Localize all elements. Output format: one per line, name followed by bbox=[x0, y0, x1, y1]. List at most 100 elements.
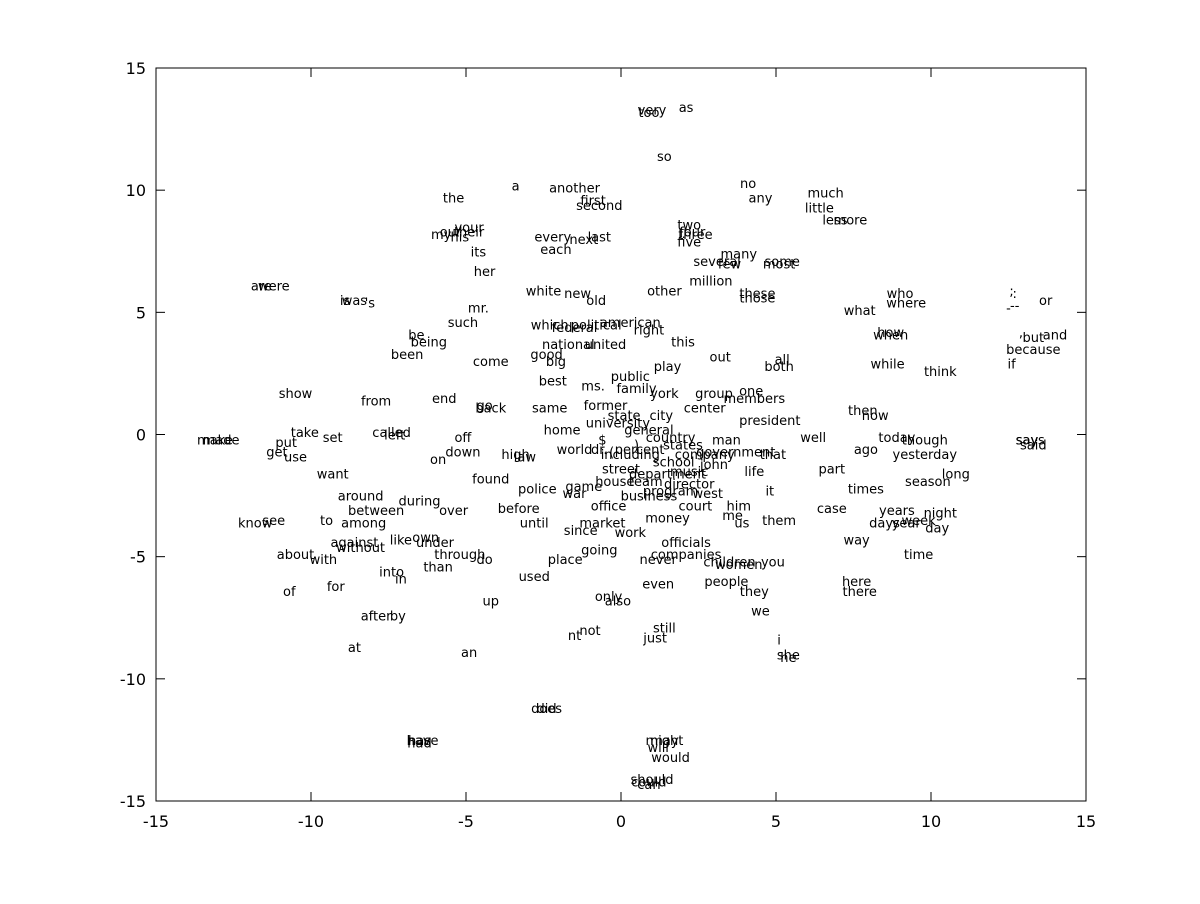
word-point-label: them bbox=[762, 514, 796, 529]
word-point-label: more bbox=[834, 213, 868, 228]
word-point-label: where bbox=[886, 297, 926, 312]
word-point-label: several bbox=[693, 255, 740, 270]
word-point-label: companies bbox=[651, 548, 722, 563]
word-point-label: one bbox=[739, 385, 763, 400]
word-point-label: because bbox=[1006, 343, 1060, 358]
word-point-label: very bbox=[638, 104, 667, 119]
word-point-label: these bbox=[739, 287, 775, 302]
word-point-label: today bbox=[878, 431, 915, 446]
word-point-label: is bbox=[340, 294, 351, 309]
word-point-label: those bbox=[739, 292, 775, 307]
word-point-label: until bbox=[520, 516, 549, 531]
word-point-label: team bbox=[629, 475, 663, 490]
word-point-label: end bbox=[432, 392, 457, 407]
word-point-label: mr. bbox=[468, 301, 489, 316]
word-point-label: country bbox=[646, 431, 696, 446]
word-point-label: without bbox=[336, 541, 385, 556]
y-tick-label: 15 bbox=[126, 59, 146, 78]
word-point-label: who bbox=[887, 287, 914, 302]
word-point-label: former bbox=[584, 399, 628, 414]
word-point-label: all bbox=[775, 353, 790, 368]
word-point-label: center bbox=[684, 402, 726, 417]
word-point-label: old bbox=[586, 294, 606, 309]
word-point-label: does bbox=[531, 702, 562, 717]
y-tick-label: 0 bbox=[136, 426, 146, 445]
word-point-label: still bbox=[653, 622, 676, 637]
word-point-label: first bbox=[580, 194, 605, 209]
word-point-label: best bbox=[539, 375, 567, 390]
word-point-label: your bbox=[454, 221, 484, 236]
word-point-label: government bbox=[696, 446, 775, 461]
word-point-label: to bbox=[320, 514, 333, 529]
word-point-label: nt bbox=[568, 629, 581, 644]
word-point-label: ago bbox=[854, 443, 878, 458]
y-tick-label: -10 bbox=[120, 670, 146, 689]
word-point-label: never bbox=[640, 553, 678, 568]
word-point-label: american bbox=[600, 316, 661, 331]
word-point-label: him bbox=[727, 499, 752, 514]
word-point-label: think bbox=[924, 365, 957, 380]
word-point-label: into bbox=[379, 565, 404, 580]
word-point-label: says bbox=[1016, 433, 1045, 448]
word-point-label: should bbox=[630, 773, 673, 788]
word-point-label: years bbox=[879, 504, 915, 519]
word-point-label: some bbox=[765, 255, 800, 270]
word-point-label: between bbox=[348, 504, 404, 519]
word-point-label: market bbox=[579, 516, 625, 531]
word-point-label: now bbox=[862, 409, 889, 424]
word-point-label: also bbox=[605, 595, 631, 610]
word-point-label: are bbox=[251, 279, 272, 294]
word-point-label: city bbox=[650, 409, 674, 424]
word-point-label: less bbox=[822, 213, 847, 228]
word-point-label: states bbox=[663, 438, 703, 453]
word-point-label: found bbox=[472, 472, 509, 487]
y-tick-label: -15 bbox=[120, 792, 146, 811]
word-point-label: federal bbox=[552, 321, 598, 336]
word-point-label: though bbox=[902, 433, 948, 448]
word-point-label: only bbox=[595, 590, 623, 605]
word-point-label: come bbox=[473, 355, 509, 370]
word-point-label: being bbox=[411, 336, 447, 351]
word-point-label: around bbox=[338, 490, 384, 505]
word-point-label: the bbox=[443, 191, 464, 206]
word-point-label: season bbox=[905, 475, 951, 490]
word-point-label: days bbox=[869, 516, 900, 531]
word-point-label: then bbox=[848, 404, 878, 419]
word-point-label: percent bbox=[615, 443, 665, 458]
word-point-label: have bbox=[407, 734, 439, 749]
word-point-label: a bbox=[512, 179, 520, 194]
word-point-label: year bbox=[892, 516, 922, 531]
word-point-label: play bbox=[654, 360, 682, 375]
word-point-label: even bbox=[642, 578, 674, 593]
word-point-label: law bbox=[514, 450, 537, 465]
word-point-label: by bbox=[390, 609, 406, 624]
x-tick-label: -15 bbox=[143, 812, 169, 831]
word-point-label: his bbox=[450, 231, 469, 246]
word-point-label: how bbox=[877, 326, 904, 341]
word-point-label: four bbox=[679, 226, 706, 241]
word-point-label: school bbox=[653, 455, 695, 470]
word-point-label: political bbox=[571, 319, 622, 334]
word-point-label: each bbox=[540, 243, 571, 258]
word-point-label: department bbox=[629, 468, 706, 483]
word-point-label: out bbox=[710, 350, 731, 365]
word-point-label: it bbox=[765, 485, 774, 500]
x-tick-label: 15 bbox=[1076, 812, 1096, 831]
word-point-label: do bbox=[476, 553, 492, 568]
word-point-label: or bbox=[1039, 294, 1053, 309]
word-point-label: that bbox=[760, 448, 786, 463]
word-point-label: called bbox=[372, 426, 411, 441]
word-point-label: going bbox=[581, 543, 617, 558]
word-point-label: would bbox=[651, 751, 690, 766]
word-point-label: of bbox=[283, 585, 296, 600]
word-point-label: ; bbox=[1009, 284, 1013, 299]
word-point-label: among bbox=[341, 516, 386, 531]
word-point-label: when bbox=[873, 328, 908, 343]
word-point-label: case bbox=[817, 502, 847, 517]
word-point-label: and bbox=[1043, 328, 1067, 343]
word-point-label: my bbox=[431, 228, 452, 243]
word-point-label: last bbox=[588, 231, 611, 246]
word-point-label: - bbox=[1006, 301, 1011, 316]
